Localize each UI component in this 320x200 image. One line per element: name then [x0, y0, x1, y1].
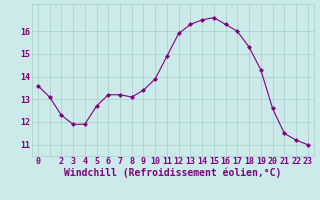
- X-axis label: Windchill (Refroidissement éolien,°C): Windchill (Refroidissement éolien,°C): [64, 168, 282, 178]
